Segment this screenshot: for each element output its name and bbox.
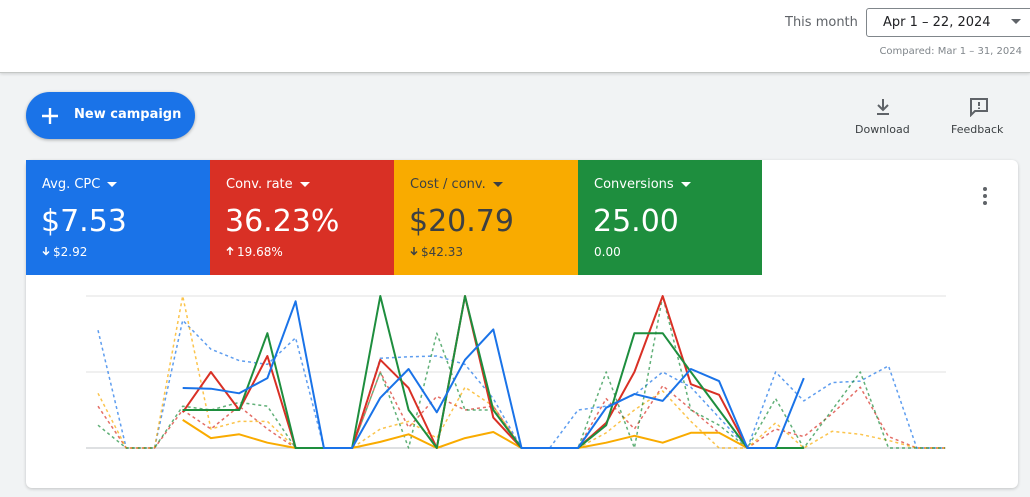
header: This month Apr 1 – 22, 2024 Compared: Ma… (0, 0, 1030, 73)
metric-change: $42.33 (410, 245, 463, 259)
metric-value: $7.53 (41, 204, 127, 239)
change-value: $2.92 (53, 245, 88, 259)
change-arrow (226, 246, 234, 255)
download-icon (877, 99, 889, 115)
metric-label: Avg. CPC (42, 177, 118, 192)
dropdown-arrow (1011, 19, 1021, 24)
compared-label: Compared: Mar 1 – 31, 2024 (879, 46, 1022, 57)
metric-value: $20.79 (409, 204, 514, 239)
metric-value: 36.23% (225, 204, 340, 239)
more-menu[interactable] (975, 185, 995, 207)
new-campaign-button[interactable]: New campaign (26, 92, 195, 139)
chart (86, 295, 946, 449)
period-label: This month (785, 15, 858, 30)
change-arrow (42, 247, 50, 256)
series-line (182, 419, 804, 449)
feedback-button[interactable]: Feedback (945, 96, 1015, 140)
metric-tile[interactable]: Cost / conv. $20.79 $42.33 (394, 160, 578, 275)
metric-label: Conversions (594, 177, 691, 192)
dropdown-arrow (680, 182, 691, 187)
change-value: $42.33 (421, 245, 463, 259)
dropdown-arrow (492, 182, 503, 187)
metric-label: Cost / conv. (410, 177, 503, 192)
metric-tile[interactable]: Avg. CPC $7.53 $2.92 (26, 160, 210, 275)
metric-value: 25.00 (593, 204, 679, 239)
series-line (182, 300, 805, 449)
feedback-icon (970, 98, 988, 117)
metric-name: Conv. rate (226, 177, 293, 192)
metric-change: 19.68% (226, 245, 283, 259)
metric-label: Conv. rate (226, 177, 310, 192)
metric-change: 0.00 (594, 245, 621, 259)
change-arrow (410, 247, 418, 256)
date-picker[interactable]: Apr 1 – 22, 2024 (866, 8, 1030, 37)
metric-name: Conversions (594, 177, 674, 192)
feedback-label: Feedback (951, 123, 1004, 136)
dropdown-arrow (299, 182, 310, 187)
change-value: 0.00 (594, 245, 621, 259)
plus-icon (42, 108, 58, 124)
button-label: New campaign (74, 107, 182, 122)
change-value: 19.68% (237, 245, 283, 259)
dropdown-arrow (107, 182, 118, 187)
metric-name: Cost / conv. (410, 177, 486, 192)
metric-tile[interactable]: Conversions 25.00 0.00 (578, 160, 762, 275)
metric-name: Avg. CPC (42, 177, 101, 192)
series-line (181, 295, 804, 449)
download-label: Download (855, 123, 910, 136)
metric-tile[interactable]: Conv. rate 36.23% 19.68% (210, 160, 394, 275)
metric-change: $2.92 (42, 245, 87, 259)
date-range: Apr 1 – 22, 2024 (883, 15, 991, 30)
comparison-line (97, 295, 945, 449)
download-button[interactable]: Download (848, 96, 918, 140)
series-line (182, 295, 804, 449)
